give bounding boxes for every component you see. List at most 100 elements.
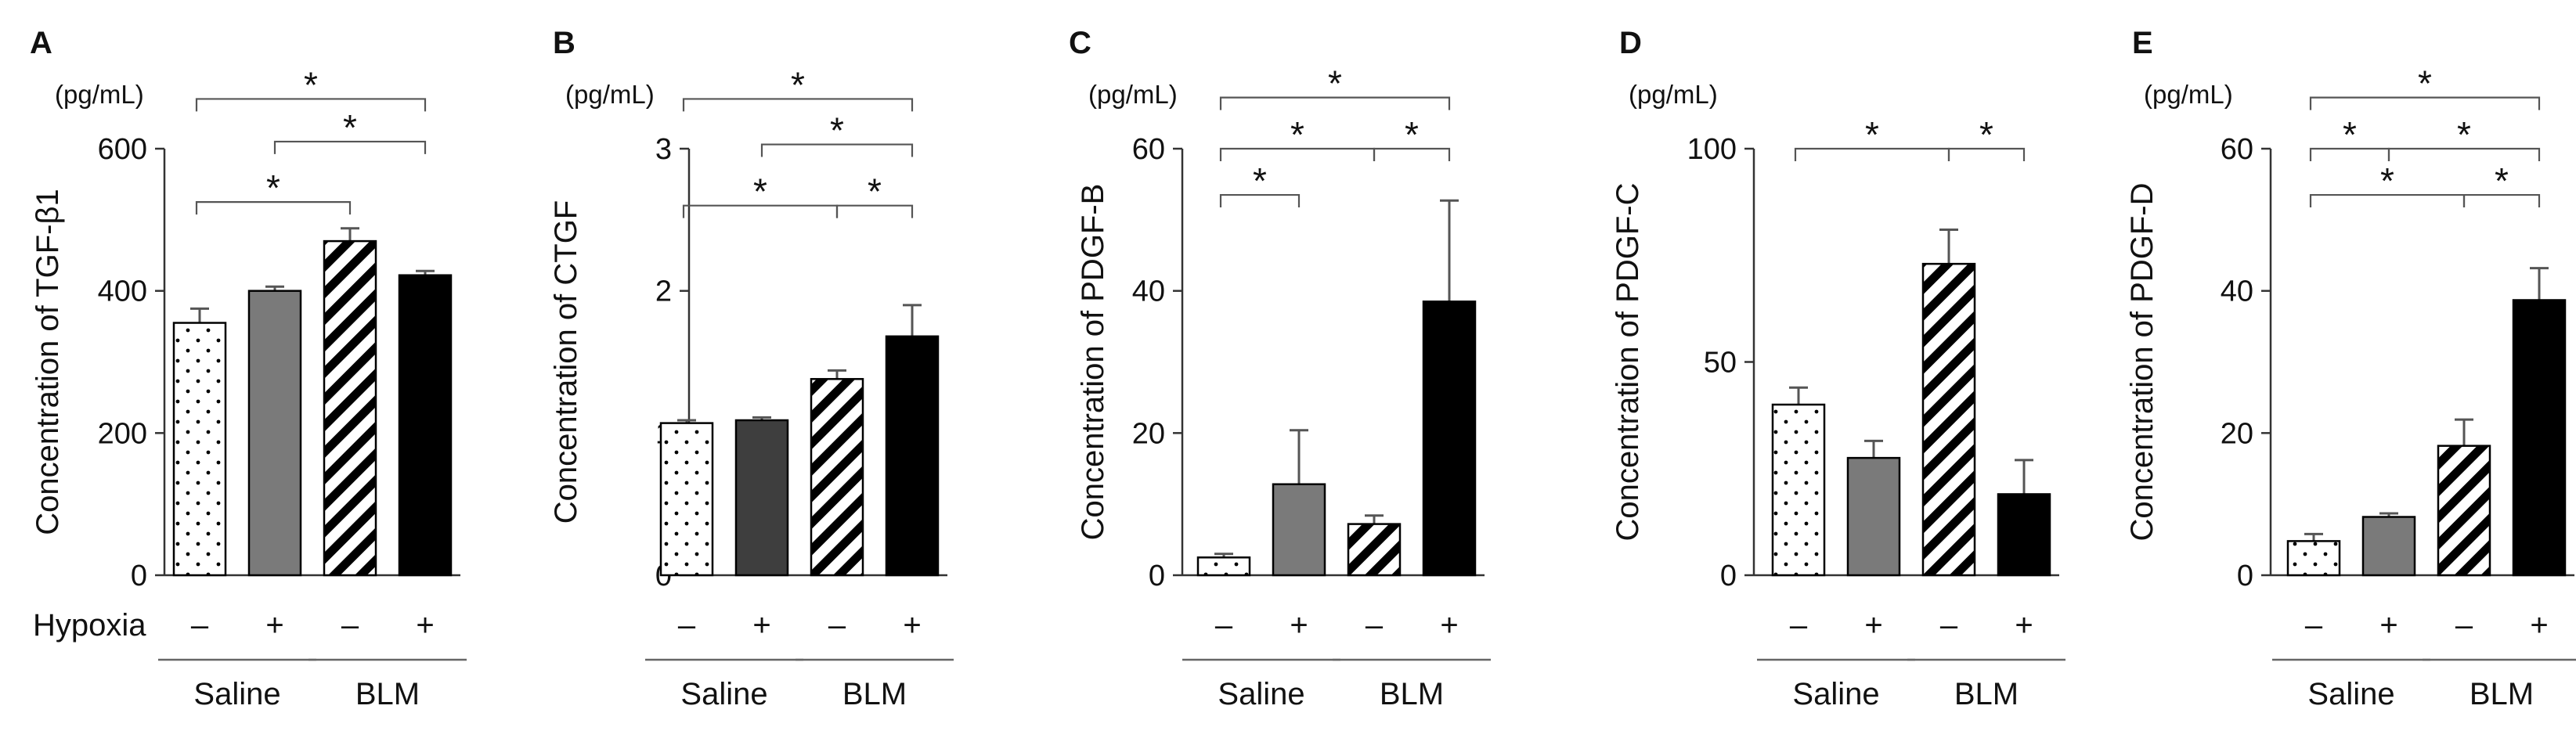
significance-bracket xyxy=(1219,96,1451,110)
group-label-blm: BLM xyxy=(1380,677,1444,711)
significance-star: * xyxy=(304,64,318,105)
y-tick-label: 2 xyxy=(655,275,672,308)
significance-star: * xyxy=(1328,63,1342,104)
significance-bracket xyxy=(2462,193,2541,208)
y-tick-label: 20 xyxy=(1132,417,1165,450)
y-tick-label: 0 xyxy=(2237,560,2253,592)
significance-star: * xyxy=(753,171,767,212)
significance-star: * xyxy=(830,110,844,151)
significance-star: * xyxy=(791,64,805,105)
hypoxia-sign: + xyxy=(1440,608,1458,643)
y-tick-label: 0 xyxy=(131,560,147,592)
bar-saline-normoxia xyxy=(1196,556,1251,577)
group-label-saline: Saline xyxy=(2307,677,2394,711)
significance-bracket xyxy=(682,204,839,218)
bar-blm-normoxia xyxy=(2437,445,2491,577)
bar-blm-hypoxia xyxy=(1997,493,2051,577)
bar-saline-hypoxia xyxy=(1272,483,1326,577)
y-tick-label: 3 xyxy=(655,133,672,166)
bar-saline-normoxia xyxy=(2286,540,2341,577)
y-tick-label: 40 xyxy=(2221,275,2253,308)
unit-label: (pg/mL) xyxy=(1088,80,1178,109)
hypoxia-sign: + xyxy=(2379,608,2397,643)
y-axis-label: Concentration of PDGF-B xyxy=(1076,184,1110,541)
group-label-saline: Saline xyxy=(680,677,767,711)
bar-blm-hypoxia xyxy=(398,274,453,577)
panels-layer: A(pg/mL)Concentration of TGF-β1020040060… xyxy=(30,26,2576,711)
y-tick-label: 0 xyxy=(1149,560,1165,592)
y-axis-label: Concentration of TGF-β1 xyxy=(31,189,65,535)
hypoxia-sign: – xyxy=(341,608,359,643)
panel-a: A(pg/mL) Concentration of TGF-β1 0 200 400 60… xyxy=(30,26,467,711)
bar-saline-hypoxia xyxy=(2361,516,2416,577)
bar-blm-hypoxia xyxy=(2512,299,2567,577)
y-tick-label: 0 xyxy=(1720,560,1737,592)
hypoxia-sign: + xyxy=(265,608,283,643)
unit-label: (pg/mL) xyxy=(565,80,655,109)
significance-star: * xyxy=(266,167,280,208)
significance-star: * xyxy=(2418,63,2432,104)
group-label-saline: Saline xyxy=(1218,677,1304,711)
hypoxia-sign: + xyxy=(1290,608,1308,643)
group-label-blm: BLM xyxy=(1954,677,2019,711)
y-tick-label: 40 xyxy=(1132,275,1165,308)
unit-label: (pg/mL) xyxy=(55,80,144,109)
hypoxia-sign: – xyxy=(1940,608,1958,643)
panel-letter: C xyxy=(1069,26,1091,60)
significance-star: * xyxy=(343,107,357,148)
panel-d: D (pg/mL) Concentration of PDGF-C 0 50 100 * * –… xyxy=(1611,26,2065,711)
significance-star: * xyxy=(2343,114,2357,155)
panel-c: C (pg/mL) Concentration of PDGF-B 0 20 40 60 * *… xyxy=(1069,26,1491,711)
bar-saline-hypoxia xyxy=(247,290,302,577)
significance-bracket xyxy=(1947,147,2026,161)
hypoxia-sign: – xyxy=(828,608,846,643)
y-tick-label: 60 xyxy=(1132,133,1165,166)
bar-blm-normoxia xyxy=(1921,262,1976,577)
y-tick-label: 60 xyxy=(2221,133,2253,166)
hypoxia-sign: – xyxy=(1790,608,1808,643)
panel-letter: E xyxy=(2132,26,2153,60)
significance-star: * xyxy=(2457,114,2471,155)
group-label-blm: BLM xyxy=(842,677,907,711)
significance-bracket xyxy=(195,201,352,215)
hypoxia-sign: – xyxy=(1215,608,1233,643)
hypoxia-sign: – xyxy=(678,608,696,643)
group-label-blm: BLM xyxy=(355,677,420,711)
significance-star: * xyxy=(2380,160,2394,201)
group-label-blm: BLM xyxy=(2470,677,2534,711)
hypoxia-sign: – xyxy=(191,608,209,643)
hypoxia-sign: – xyxy=(2305,608,2323,643)
panel-b: B(pg/mL)Concentration of CTGF0123****–+–… xyxy=(549,26,954,711)
panel-letter: A xyxy=(30,26,52,60)
significance-bracket xyxy=(2309,96,2541,110)
significance-star: * xyxy=(1865,114,1879,155)
panel-letter: D xyxy=(1619,26,1642,60)
bar-saline-normoxia xyxy=(659,422,714,577)
bar-blm-hypoxia xyxy=(885,335,940,577)
hypoxia-sign: – xyxy=(2455,608,2473,643)
bar-blm-normoxia xyxy=(1347,523,1402,577)
hypoxia-sign: + xyxy=(2015,608,2033,643)
hypoxia-sign: + xyxy=(1864,608,1882,643)
y-tick-label: 200 xyxy=(98,417,147,450)
significance-bracket xyxy=(2387,147,2541,161)
significance-star: * xyxy=(1405,114,1419,155)
significance-bracket xyxy=(760,143,914,157)
bar-blm-normoxia xyxy=(323,239,377,577)
hypoxia-sign: + xyxy=(903,608,921,643)
panel-e: E (pg/mL) Concentration of PDGF-D 0 20 40 60 * *… xyxy=(2125,26,2576,711)
panel-letter: B xyxy=(553,26,575,60)
bar-blm-hypoxia xyxy=(1422,301,1477,577)
bar-saline-hypoxia xyxy=(734,419,789,577)
significance-star: * xyxy=(1290,114,1304,155)
bar-saline-normoxia xyxy=(172,322,227,577)
significance-star: * xyxy=(2495,160,2509,201)
significance-bracket xyxy=(682,98,914,112)
significance-star: * xyxy=(868,171,882,212)
y-tick-label: 600 xyxy=(98,133,147,166)
y-tick-label: 100 xyxy=(1687,133,1737,166)
significance-star: * xyxy=(1253,160,1267,201)
hypoxia-sign: – xyxy=(1366,608,1384,643)
significance-bracket xyxy=(195,98,427,112)
